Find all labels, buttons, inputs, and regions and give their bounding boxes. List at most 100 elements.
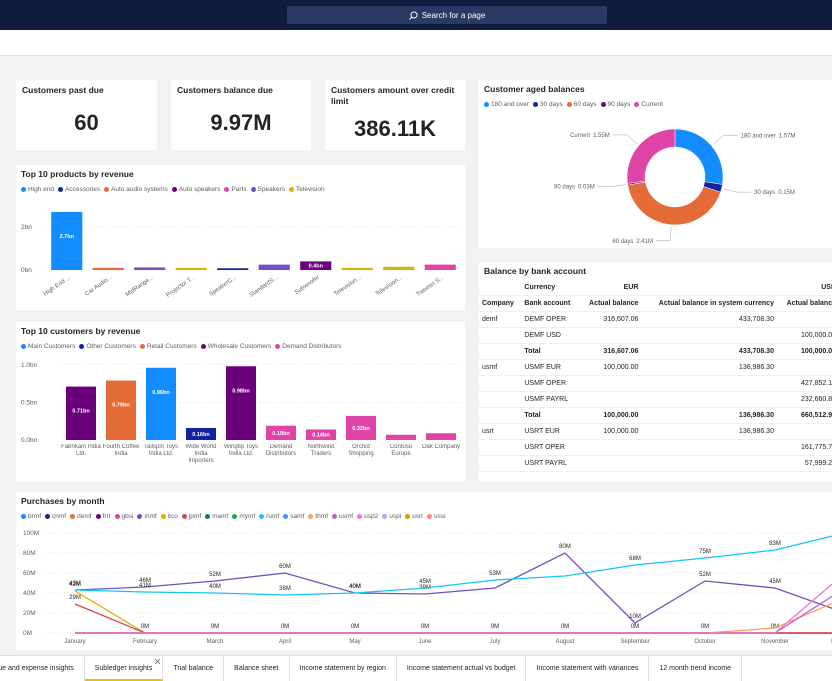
data-label: 53M xyxy=(489,571,501,577)
y-tick-label: 2bn xyxy=(21,224,32,231)
table-cell: 136,986.30 xyxy=(641,359,777,376)
data-label: 43M xyxy=(69,581,81,587)
page-tab[interactable]: Trial balance xyxy=(163,656,225,681)
legend-dot xyxy=(357,513,363,519)
legend-dot xyxy=(634,101,640,107)
data-label: 83M xyxy=(769,541,781,547)
table-cell xyxy=(776,423,832,440)
data-label: 52M xyxy=(209,572,221,578)
legend-entry: mymf xyxy=(232,513,255,520)
data-label: 0.32bn xyxy=(352,426,370,432)
legend-entry: Speakers xyxy=(250,186,285,193)
search-box[interactable]: Search for a page xyxy=(287,6,607,24)
legend-label: Wholesale Customers xyxy=(207,343,272,350)
page-tab[interactable]: Income statement by region xyxy=(290,656,397,681)
y-tick-label: 0bn xyxy=(21,267,32,274)
purchases-panel: Purchases by month brmf cnmf demf frrt gbsi i… xyxy=(16,492,832,650)
page-tab[interactable]: Income statement actual vs budget xyxy=(397,656,527,681)
x-tick-label: Tweeter S... xyxy=(416,275,446,298)
leader-line xyxy=(656,226,672,242)
legend-entry: 180 and over xyxy=(484,101,529,108)
table-cell: Total xyxy=(521,343,580,360)
legend-entry: inmf xyxy=(137,513,157,520)
legend-dot xyxy=(21,343,26,349)
legend-dot xyxy=(250,186,256,192)
x-tick-label-box: Fabrikam India Ltd. xyxy=(61,444,101,457)
header-cell: Actual balance xyxy=(579,295,642,312)
legend-label: brmf xyxy=(28,513,41,520)
table-cell xyxy=(479,327,522,344)
legend-dot xyxy=(21,513,26,519)
legend-entry: rumf xyxy=(259,513,279,520)
x-tick-label: Wide World India Importers xyxy=(185,444,217,464)
table-cell xyxy=(641,375,777,392)
legend-entry: demf xyxy=(70,513,92,520)
data-label: 40M xyxy=(209,584,221,590)
legend-label: Retail Customers xyxy=(146,343,197,350)
legend-label: frrt xyxy=(102,513,111,520)
page-tab[interactable]: 12 month trend income xyxy=(649,656,743,681)
legend-entry: Demand Distributors xyxy=(275,343,342,350)
legend-dot xyxy=(532,101,538,107)
y-tick-label: 80M xyxy=(23,550,36,557)
legend-entry: 90 days xyxy=(600,101,630,108)
page-tab[interactable]: Income statement with variances xyxy=(526,656,650,681)
table-cell: 316,607.06 xyxy=(579,343,642,360)
bar-chart: 0bn 2bn 2.7bn High End ... Car Audio... MidRa… xyxy=(21,211,461,299)
data-label: 0.98bn xyxy=(232,388,250,394)
bar xyxy=(66,386,96,440)
panel-title: Top 10 products by revenue xyxy=(21,169,134,179)
legend-label: cnmf xyxy=(52,513,67,520)
bar xyxy=(306,429,336,440)
legend-entry: frrt xyxy=(95,513,111,520)
data-label: 0M xyxy=(141,624,149,630)
series-line xyxy=(74,590,832,634)
legend-entry: usrt xyxy=(405,513,423,520)
legend-entry: jpmf xyxy=(181,513,201,520)
data-label: 0M xyxy=(281,624,289,630)
header-row: Company Bank account Actual balance Actual … xyxy=(479,295,832,312)
legend-label: uspi xyxy=(389,513,402,520)
x-tick-label: Demand Distributors xyxy=(265,444,297,457)
data-label: 68M xyxy=(629,556,641,562)
table-cell: 136,986.30 xyxy=(641,423,777,440)
bar xyxy=(266,425,296,440)
customers-panel: Top 10 customers by revenue Main Custome… xyxy=(16,322,465,482)
data-label: 38M xyxy=(279,586,291,592)
legend-dot xyxy=(70,513,76,519)
x-tick-label-box: Wingtip Toys India Ltd. xyxy=(224,444,258,457)
legend-dot xyxy=(205,513,211,519)
legend-label: usmf xyxy=(339,513,354,520)
table-cell: 57,999.22 xyxy=(776,455,832,472)
bar xyxy=(386,434,416,440)
series-line xyxy=(74,552,832,624)
legend-label: thmf xyxy=(315,513,329,520)
legend-dot xyxy=(137,513,143,519)
y-tick-label: 60M xyxy=(23,570,36,577)
page-tab[interactable]: Revenue and expense insights xyxy=(0,656,85,681)
page-tab[interactable]: Balance sheet xyxy=(224,656,290,681)
bank-table: CurrencyEURUSDCompanyBank accountActual … xyxy=(479,280,832,472)
legend-label: 60 days xyxy=(573,101,597,108)
label-value: 1.55M xyxy=(593,133,610,139)
data-label: 60M xyxy=(279,564,291,570)
table-cell xyxy=(641,455,777,472)
search-icon xyxy=(408,11,418,20)
legend-label: Parts xyxy=(231,186,247,193)
legend-label: Main Customers xyxy=(28,343,76,350)
page-tab[interactable]: Subledger insights xyxy=(84,656,164,681)
label-value: 0.15M xyxy=(778,190,795,196)
data-label: 29M xyxy=(69,595,81,601)
table-row: USRT OPER 161,775.71 xyxy=(479,439,832,456)
table-cell: USMF EUR xyxy=(521,359,580,376)
legend-label: usp2 xyxy=(364,513,379,520)
legend-dot xyxy=(232,513,238,519)
donut-segment xyxy=(626,128,676,184)
legend-dot xyxy=(289,186,295,192)
donut-segment xyxy=(627,181,721,226)
close-stroke xyxy=(155,659,161,664)
legend-label: Other Customers xyxy=(86,343,136,350)
data-label: 42M xyxy=(69,582,81,588)
y-tick-label: 1.0bn xyxy=(21,362,38,369)
table-cell: USMF OPER xyxy=(521,375,580,392)
